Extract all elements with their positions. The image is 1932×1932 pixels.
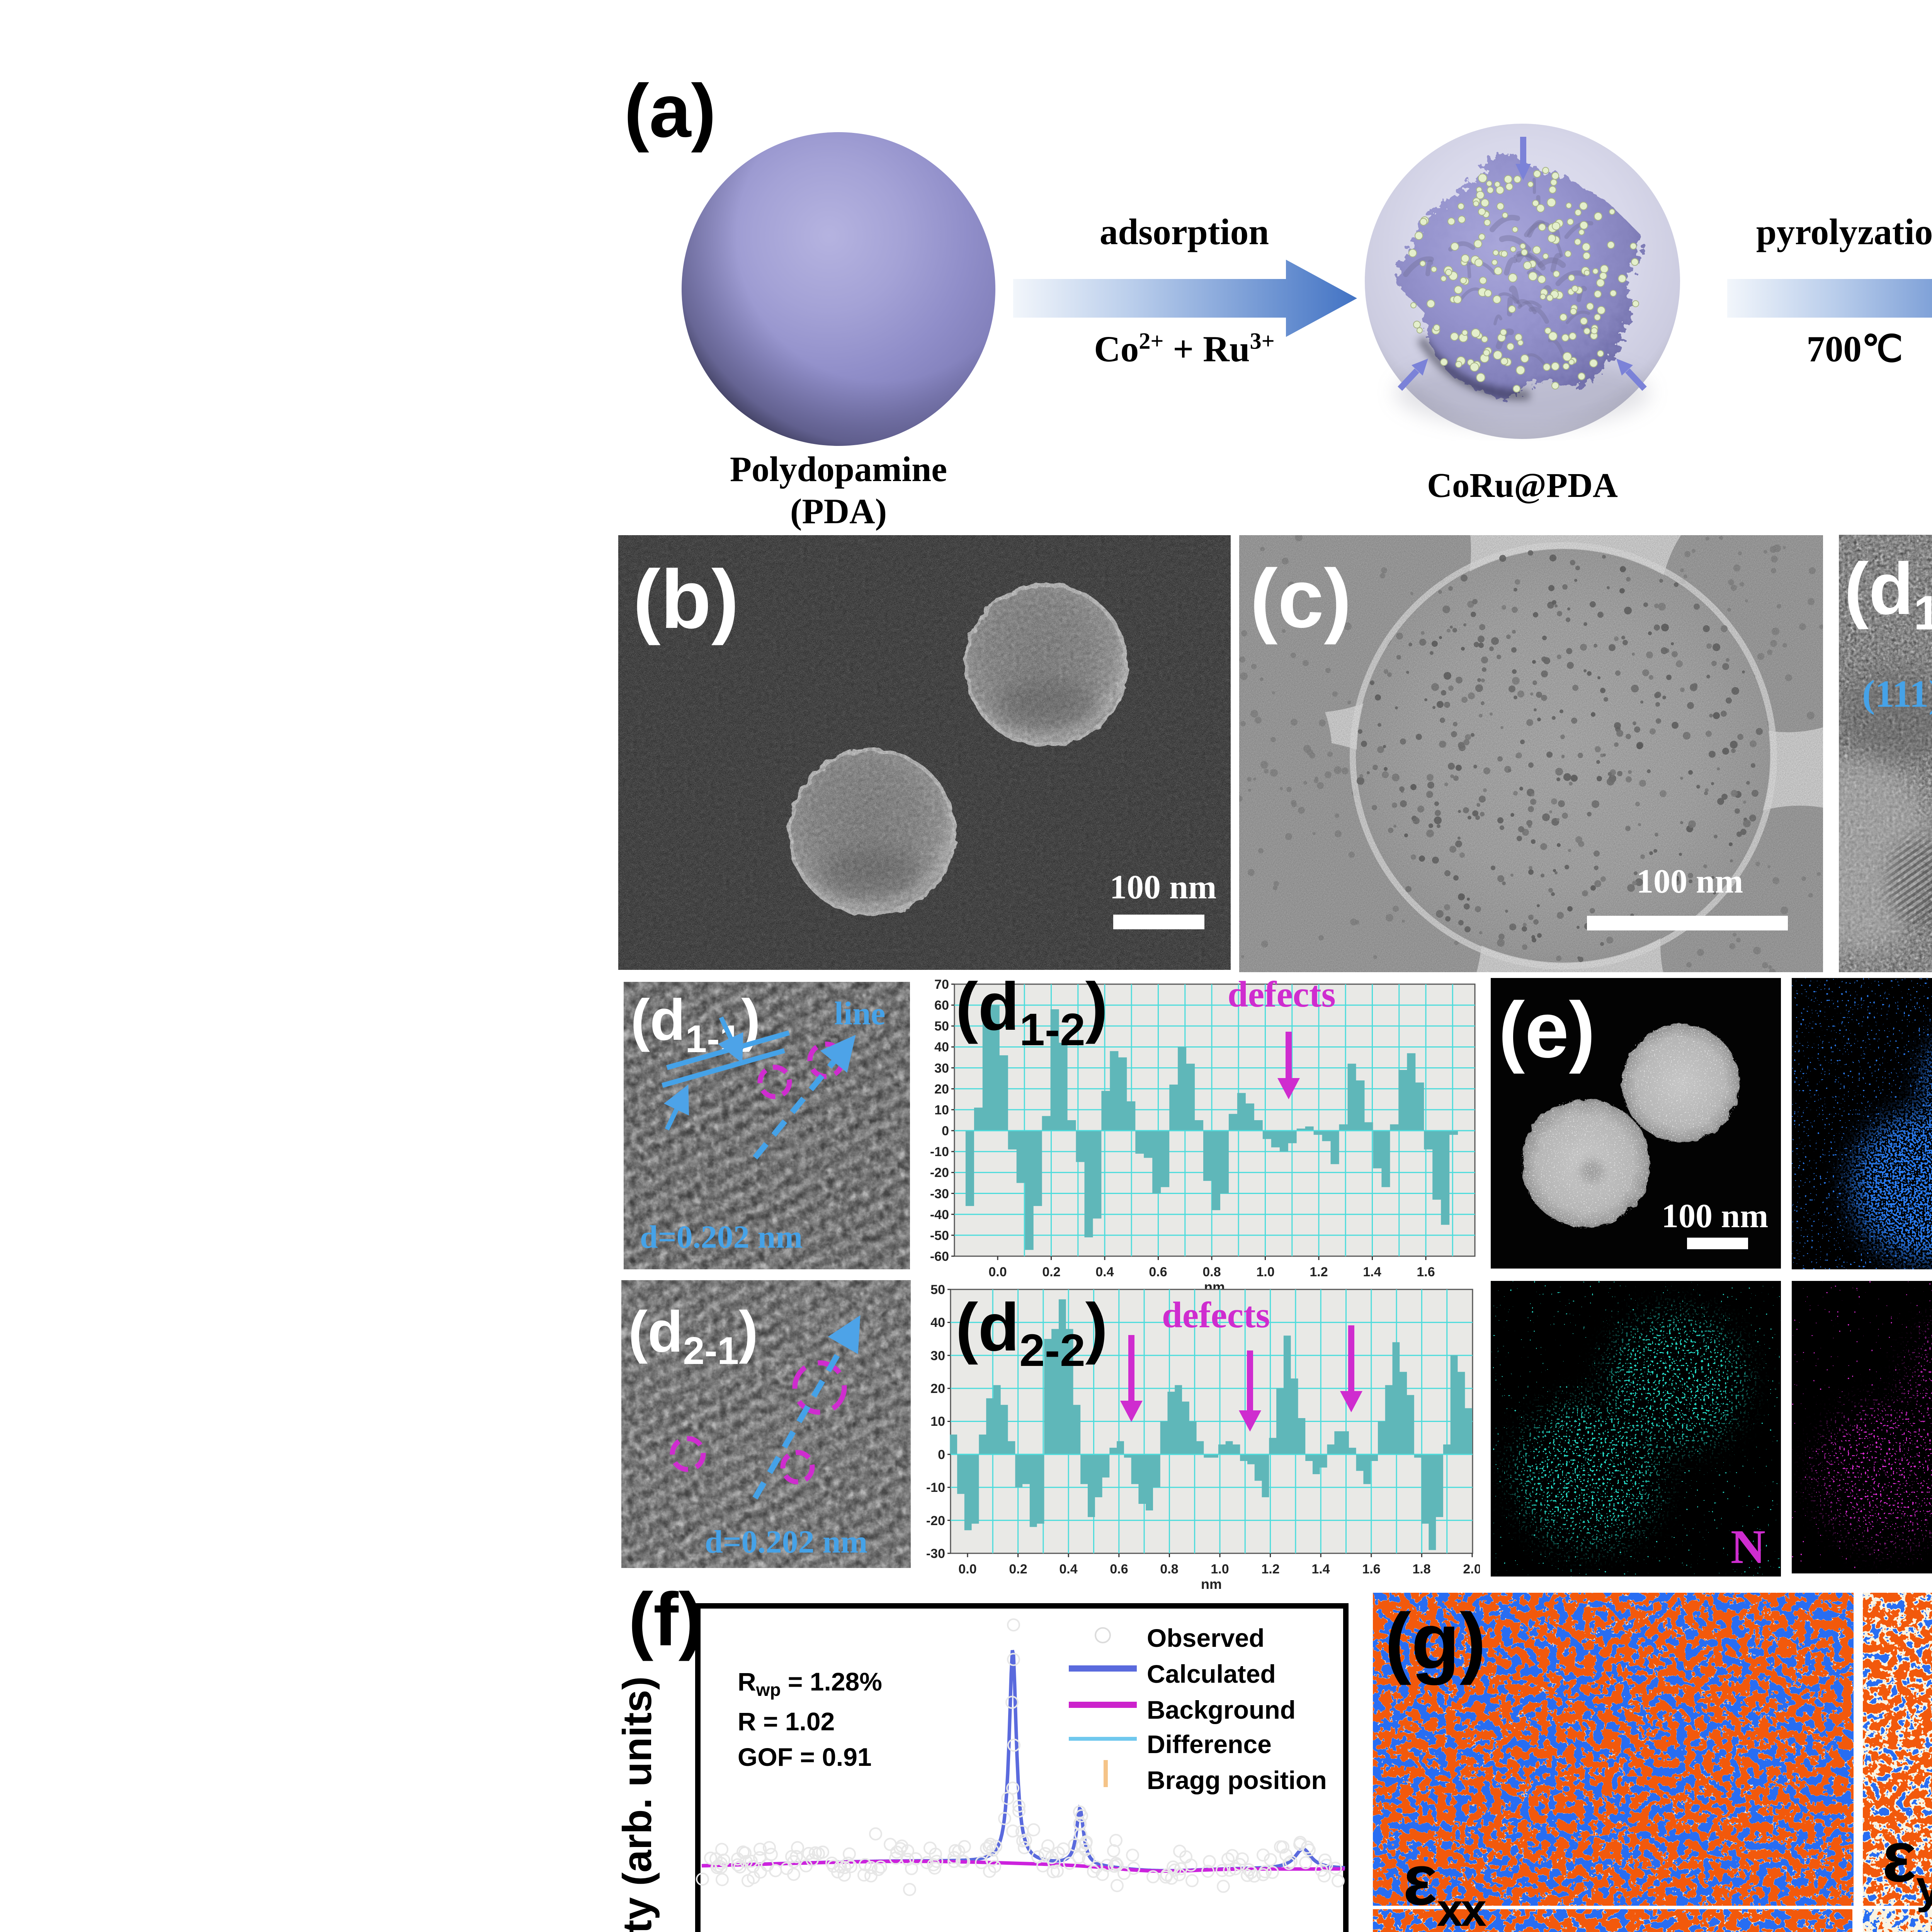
- svg-text:defects: defects: [1162, 1294, 1270, 1335]
- svg-text:50: 50: [930, 1282, 945, 1297]
- svg-text:-30: -30: [926, 1546, 945, 1561]
- svg-text:-60: -60: [930, 1249, 949, 1264]
- svg-text:0.4: 0.4: [1059, 1562, 1077, 1577]
- svg-text:(111): (111): [1862, 672, 1932, 715]
- svg-text:N: N: [1731, 1520, 1765, 1574]
- svg-text:0.8: 0.8: [1202, 1265, 1221, 1279]
- svg-text:Observed: Observed: [1147, 1624, 1264, 1652]
- svg-text:0.8: 0.8: [1160, 1562, 1178, 1577]
- svg-text:1.6: 1.6: [1362, 1562, 1380, 1577]
- svg-text:d=0.202 nm: d=0.202 nm: [705, 1524, 867, 1560]
- svg-text:0: 0: [938, 1447, 945, 1462]
- svg-text:40: 40: [934, 1040, 949, 1054]
- svg-text:1.2: 1.2: [1261, 1562, 1279, 1577]
- svg-text:Background: Background: [1147, 1696, 1296, 1724]
- svg-text:(f): (f): [628, 1577, 704, 1662]
- svg-text:2.0: 2.0: [1463, 1562, 1480, 1577]
- svg-text:-20: -20: [930, 1165, 949, 1180]
- svg-text:-30: -30: [930, 1187, 949, 1201]
- svg-text:1.8: 1.8: [1412, 1562, 1430, 1577]
- svg-text:0: 0: [942, 1124, 949, 1138]
- svg-text:(e): (e): [1498, 986, 1595, 1074]
- svg-text:1.0: 1.0: [1211, 1562, 1229, 1577]
- svg-text:(d1-2): (d1-2): [956, 969, 1108, 1055]
- svg-text:-10: -10: [926, 1480, 945, 1495]
- svg-text:Bragg position: Bragg position: [1147, 1766, 1327, 1794]
- svg-text:70: 70: [934, 977, 949, 992]
- svg-text:-40: -40: [930, 1208, 949, 1222]
- svg-text:Intensity (arb. units): Intensity (arb. units): [615, 1676, 660, 1932]
- svg-text:60: 60: [934, 998, 949, 1013]
- svg-text:1.4: 1.4: [1363, 1265, 1381, 1279]
- svg-text:50: 50: [934, 1019, 949, 1034]
- svg-text:100 nm: 100 nm: [1662, 1197, 1768, 1235]
- svg-text:-10: -10: [930, 1145, 949, 1159]
- svg-text:1.6: 1.6: [1417, 1265, 1435, 1279]
- svg-text:Calculated: Calculated: [1147, 1660, 1276, 1688]
- svg-text:0.6: 0.6: [1110, 1562, 1128, 1577]
- svg-text:1.4: 1.4: [1311, 1562, 1330, 1577]
- svg-text:(c): (c): [1250, 552, 1352, 645]
- svg-text:0.0: 0.0: [988, 1265, 1007, 1279]
- svg-text:30: 30: [934, 1061, 949, 1076]
- svg-text:1.2: 1.2: [1310, 1265, 1328, 1279]
- svg-text:0.2: 0.2: [1042, 1265, 1060, 1279]
- svg-text:defects: defects: [1228, 974, 1336, 1015]
- svg-text:40: 40: [930, 1315, 945, 1330]
- svg-text:100 nm: 100 nm: [1110, 869, 1216, 906]
- svg-text:-50: -50: [930, 1228, 949, 1243]
- svg-text:10: 10: [930, 1414, 945, 1429]
- svg-text:30: 30: [930, 1349, 945, 1363]
- svg-text:line: line: [834, 995, 885, 1032]
- svg-text:20: 20: [934, 1082, 949, 1097]
- svg-text:d=0.202 nm: d=0.202 nm: [640, 1219, 803, 1255]
- svg-text:-20: -20: [926, 1514, 945, 1528]
- svg-text:(b): (b): [633, 553, 739, 646]
- svg-text:(d2-1): (d2-1): [628, 1299, 758, 1372]
- svg-text:Difference: Difference: [1147, 1730, 1272, 1759]
- svg-text:100 nm: 100 nm: [1636, 863, 1743, 900]
- svg-text:1.0: 1.0: [1256, 1265, 1274, 1279]
- svg-text:20: 20: [930, 1381, 945, 1396]
- svg-text:0.4: 0.4: [1095, 1265, 1114, 1279]
- svg-text:10: 10: [934, 1103, 949, 1117]
- svg-text:0.0: 0.0: [958, 1562, 976, 1577]
- svg-text:0.2: 0.2: [1009, 1562, 1027, 1577]
- svg-text:nm: nm: [1201, 1576, 1222, 1592]
- svg-text:0.6: 0.6: [1149, 1265, 1167, 1279]
- svg-text:R = 1.02: R = 1.02: [738, 1707, 835, 1736]
- svg-text:GOF = 0.91: GOF = 0.91: [738, 1743, 872, 1771]
